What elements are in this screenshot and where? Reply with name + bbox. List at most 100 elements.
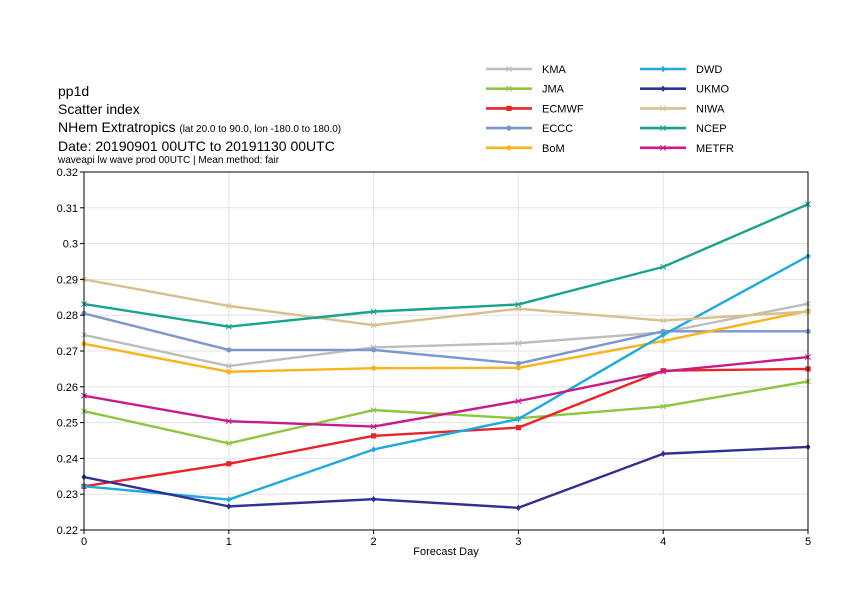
y-tick-label: 0.22 (57, 525, 78, 537)
data-point-metfr (515, 398, 522, 405)
data-point-bom (226, 369, 232, 375)
data-point-eccc (515, 360, 522, 367)
data-point-jma (370, 407, 377, 414)
legend-label-ncep: NCEP (696, 123, 727, 135)
y-tick-label: 0.23 (57, 489, 78, 501)
data-point-bom (660, 338, 666, 344)
x-tick-label: 3 (515, 536, 521, 548)
x-tick-label: 0 (81, 536, 87, 548)
chart-title-region-bounds: (lat 20.0 to 90.0, lon -180.0 to 180.0) (179, 124, 342, 135)
data-point-metfr (370, 423, 377, 430)
legend-label-jma: JMA (542, 84, 565, 96)
data-point-ecmwf (371, 433, 377, 439)
legend-marker-eccc (506, 125, 512, 131)
data-point-dwd (226, 496, 232, 503)
legend-item-jma: JMA (486, 84, 565, 96)
legend-marker-metfr (660, 144, 666, 151)
y-tick-label: 0.25 (57, 418, 78, 430)
grid-lines (84, 172, 808, 530)
series-dwd (81, 252, 811, 503)
legend-item-bom: BoM (486, 143, 565, 155)
series-ukmo (81, 443, 811, 512)
data-point-kma (225, 363, 232, 369)
data-point-ukmo (515, 504, 521, 512)
x-tick-label: 1 (226, 536, 232, 548)
data-point-jma (225, 440, 232, 447)
data-point-niwa (225, 302, 232, 309)
legend-marker-jma (506, 85, 512, 92)
legend-item-ukmo: UKMO (640, 84, 729, 96)
data-point-metfr (225, 418, 232, 425)
series-line-metfr (83, 355, 809, 428)
x-axis-label: Forecast Day (413, 546, 479, 558)
y-tick-label: 0.26 (57, 382, 78, 394)
chart-title-region: NHem Extratropics (lat 20.0 to 90.0, lon… (58, 120, 341, 135)
y-tick-label: 0.29 (57, 274, 78, 286)
legend-item-eccc: ECCC (486, 123, 573, 135)
legend-label-dwd: DWD (696, 64, 722, 76)
legend-label-niwa: NIWA (696, 103, 725, 115)
x-tick-label: 2 (371, 536, 377, 548)
data-point-eccc (660, 328, 666, 334)
data-point-niwa (370, 322, 377, 329)
legend-label-ecmwf: ECMWF (542, 103, 584, 115)
legend-marker-dwd (660, 65, 666, 73)
legend-label-ukmo: UKMO (696, 84, 729, 96)
data-point-ncep (370, 308, 377, 315)
series-line-ncep (83, 203, 809, 328)
legend-label-eccc: ECCC (542, 123, 573, 135)
data-point-ukmo (660, 450, 666, 457)
legend-marker-ecmwf (506, 105, 512, 111)
legend-marker-ukmo (660, 85, 666, 92)
legend-item-ncep: NCEP (640, 123, 727, 135)
data-point-bom (515, 365, 522, 371)
data-point-eccc (226, 347, 232, 353)
y-tick-label: 0.27 (57, 346, 78, 358)
data-point-dwd (371, 446, 377, 453)
legend-label-metfr: METFR (696, 143, 734, 155)
data-point-ncep (660, 263, 667, 270)
series-metfr (81, 354, 811, 430)
legend-item-dwd: DWD (640, 64, 722, 76)
series-jma (81, 378, 811, 447)
series-line-kma (83, 302, 809, 368)
legend-marker-kma (506, 66, 512, 72)
chart-title-parameter: pp1d (58, 83, 90, 99)
legend: KMA JMA ECMWF ECCC BoM DWD UKMO NIWA NCEP METFR (486, 64, 734, 155)
data-point-ukmo (226, 503, 232, 510)
data-point-ncep (225, 323, 232, 330)
x-tick-label: 4 (660, 536, 666, 548)
data-point-metfr (660, 368, 667, 375)
legend-item-metfr: METFR (640, 143, 734, 155)
data-point-kma (515, 340, 522, 347)
y-tick-label: 0.28 (57, 310, 78, 322)
legend-marker-ncep (660, 125, 666, 132)
series-kma (81, 300, 811, 369)
data-point-niwa (660, 317, 667, 324)
y-tick-label: 0.24 (57, 453, 78, 465)
chart-title-metric: Scatter index (58, 101, 140, 117)
series-ecmwf (81, 366, 811, 489)
chart-title-source: waveapi lw wave prod 00UTC | Mean method… (58, 155, 280, 166)
y-tick-label: 0.3 (63, 239, 78, 251)
data-point-jma (660, 403, 667, 410)
data-point-ukmo (371, 496, 377, 503)
data-point-ecmwf (226, 461, 232, 467)
legend-label-kma: KMA (542, 64, 567, 76)
series-line-ukmo (83, 445, 809, 510)
data-point-dwd (515, 415, 521, 423)
y-tick-label: 0.32 (57, 167, 78, 179)
data-point-eccc (371, 347, 377, 353)
series-line-bom (83, 309, 809, 373)
chart-title-region-main: NHem Extratropics (58, 119, 176, 135)
data-point-ecmwf (515, 425, 521, 431)
series-lines (81, 201, 811, 512)
data-point-ncep (515, 301, 522, 308)
series-line-niwa (83, 278, 809, 327)
axis-ticks: 0.22 0.23 0.24 0.25 0.26 0.27 0.28 0.29 0.3 0.31 0… (57, 167, 811, 548)
y-tick-label: 0.31 (57, 203, 78, 215)
series-line-eccc (83, 312, 808, 365)
series-line-dwd (83, 255, 809, 501)
legend-item-ecmwf: ECMWF (486, 103, 584, 115)
